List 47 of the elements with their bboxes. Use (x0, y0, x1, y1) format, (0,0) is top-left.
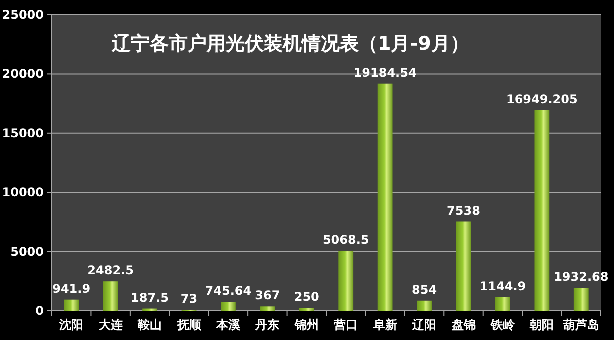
x-tick-label: 大连 (98, 318, 124, 332)
x-tick-label: 本溪 (215, 318, 242, 332)
bar (64, 300, 80, 311)
data-label: 5068.5 (322, 232, 370, 247)
x-tick-label: 辽阳 (412, 318, 437, 332)
data-label: 854 (412, 282, 438, 297)
x-tick-label: 沈阳 (58, 318, 84, 332)
data-label: 16949.205 (506, 92, 578, 106)
data-label: 1932.68 (554, 270, 609, 284)
data-label: 745.64 (205, 284, 252, 298)
bar (260, 306, 276, 311)
data-label: 7538 (447, 204, 480, 218)
x-tick-label: 丹东 (254, 318, 280, 332)
x-tick-label: 阜新 (372, 318, 398, 332)
data-label: 187.5 (131, 290, 170, 305)
data-label: 19184.54 (354, 66, 417, 80)
x-tick-label: 朝阳 (529, 318, 554, 332)
x-tick-label: 铁岭 (490, 318, 516, 332)
y-tick-label: 20000 (2, 67, 44, 82)
data-label: 73 (180, 292, 198, 306)
x-tick-label: 锦州 (294, 318, 319, 332)
bar (299, 308, 314, 311)
y-tick-label: 5000 (10, 244, 44, 259)
x-tick-label: 葫芦岛 (562, 318, 600, 332)
bar (534, 110, 550, 311)
bar (417, 300, 432, 311)
data-label: 1144.9 (480, 279, 526, 294)
bar (103, 282, 118, 311)
bar (456, 222, 472, 311)
y-tick-label: 25000 (2, 8, 44, 22)
x-tick-label: 抚顺 (176, 318, 202, 332)
bar (338, 250, 354, 311)
x-tick-label: 盘锦 (450, 318, 476, 332)
bar (378, 84, 393, 311)
data-label: 250 (294, 290, 320, 304)
x-tick-label: 鞍山 (137, 318, 162, 332)
data-label: 367 (255, 288, 280, 303)
data-label: 941.9 (52, 282, 91, 296)
y-tick-label: 10000 (2, 186, 44, 200)
text: 辽宁各市户用光伏装机情况表（1月-9月） (111, 33, 470, 55)
y-tick-label: 0 (36, 304, 44, 318)
bar (221, 302, 236, 311)
y-tick-label: 15000 (2, 126, 44, 140)
x-tick-label: 营口 (333, 318, 358, 332)
bar (496, 297, 510, 311)
bar (574, 288, 589, 311)
data-label: 2482.5 (88, 264, 134, 278)
